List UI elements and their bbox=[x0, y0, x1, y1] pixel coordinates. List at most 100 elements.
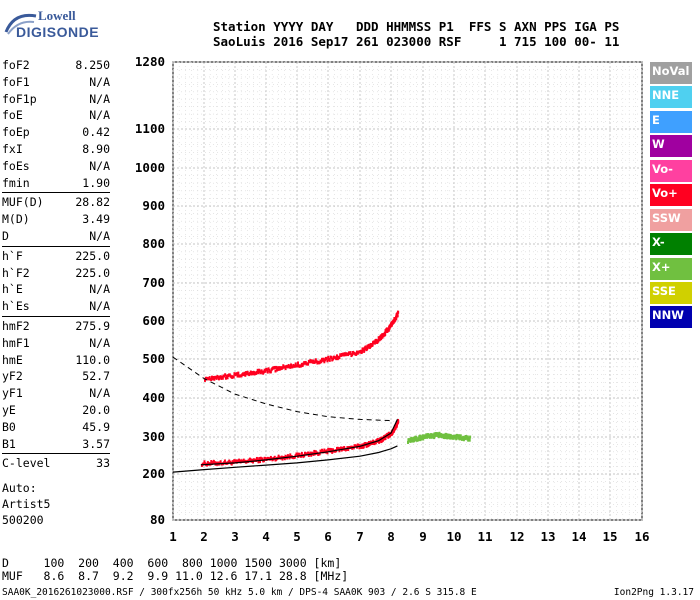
echo-mark bbox=[373, 341, 376, 345]
echo-mark bbox=[258, 457, 261, 461]
param-value: 52.7 bbox=[82, 369, 110, 384]
echo-mark bbox=[422, 437, 425, 441]
param-name: hmE bbox=[2, 352, 23, 367]
scaled-parameters-panel: foF2 8.250 foF1 N/A foF1p N/A foE N/A foEp 0.42 fx… bbox=[2, 57, 110, 472]
echo-mark bbox=[210, 460, 213, 464]
y-tick-label: 1100 bbox=[135, 121, 165, 136]
echo-mark bbox=[347, 448, 350, 452]
echo-mark bbox=[443, 436, 446, 440]
echo-mark bbox=[300, 364, 303, 368]
legend-item-vo-: Vo+ bbox=[650, 184, 692, 207]
param-value: 275.9 bbox=[75, 318, 110, 333]
echo-mark bbox=[284, 367, 287, 371]
param-value: 225.0 bbox=[75, 248, 110, 263]
echo-mark bbox=[407, 440, 409, 444]
param-row: B1 3.57 bbox=[2, 436, 110, 453]
y-tick-label: 80 bbox=[150, 512, 165, 527]
echo-mark bbox=[215, 376, 218, 380]
param-value: N/A bbox=[89, 228, 110, 243]
param-name: foEp bbox=[2, 125, 30, 140]
param-name: B1 bbox=[2, 436, 16, 451]
echo-mark bbox=[256, 368, 259, 372]
legend-item-sse: SSE bbox=[650, 281, 692, 304]
echo-mark bbox=[457, 436, 460, 440]
echo-mark bbox=[369, 442, 372, 446]
echo-mark bbox=[322, 357, 325, 361]
echo-mark bbox=[458, 437, 461, 441]
echo-mark bbox=[264, 369, 267, 373]
echo-mark bbox=[456, 434, 459, 438]
echo-mark bbox=[323, 448, 326, 452]
param-name: hmF2 bbox=[2, 318, 30, 333]
x-tick-label: 8 bbox=[387, 529, 395, 544]
echo-mark bbox=[445, 433, 448, 437]
distance-muf-table: D 100 200 400 600 800 1000 1500 3000 [km… bbox=[2, 557, 348, 583]
legend-item-noval: NoVal bbox=[650, 62, 692, 84]
echo-mark bbox=[245, 372, 248, 376]
param-row: foF1p N/A bbox=[2, 91, 110, 108]
param-value: 8.250 bbox=[75, 58, 110, 72]
dashed-trace-curve bbox=[172, 356, 392, 422]
echo-mark bbox=[276, 366, 279, 370]
echo-mark bbox=[414, 437, 417, 441]
echo-mark bbox=[257, 460, 260, 464]
echo-mark bbox=[438, 431, 441, 435]
legend-item-nne: NNE bbox=[650, 86, 692, 109]
x-tick-label: 13 bbox=[540, 529, 555, 544]
echo-mark bbox=[304, 360, 307, 364]
echo-mark bbox=[267, 367, 270, 371]
software-version: Ion2Png 1.3.17 bbox=[613, 587, 694, 598]
echo-mark bbox=[266, 370, 269, 374]
echo-mark bbox=[349, 351, 352, 355]
echo-mark bbox=[314, 358, 317, 362]
echo-mark bbox=[249, 370, 252, 374]
echo-mark bbox=[469, 435, 472, 439]
echo-mark bbox=[252, 460, 255, 464]
echo-mark bbox=[330, 448, 333, 452]
param-row: hmE 110.0 bbox=[2, 352, 110, 369]
x-tick-label: 11 bbox=[477, 529, 492, 544]
param-row: fmin 1.90 bbox=[2, 175, 110, 192]
param-value: N/A bbox=[89, 335, 110, 350]
param-name: fmin bbox=[2, 175, 30, 190]
echo-mark bbox=[275, 365, 278, 369]
param-value: 28.82 bbox=[75, 195, 110, 210]
echo-mark bbox=[262, 370, 265, 374]
param-separator bbox=[2, 315, 110, 317]
echo-mark bbox=[289, 453, 292, 457]
echo-mark bbox=[338, 449, 341, 453]
echo-mark bbox=[365, 444, 368, 448]
echo-mark bbox=[327, 355, 330, 359]
echo-mark bbox=[449, 436, 452, 440]
echo-mark bbox=[294, 362, 297, 366]
param-separator bbox=[2, 245, 110, 247]
echo-mark bbox=[396, 312, 399, 316]
param-name: D bbox=[2, 228, 9, 243]
header-line-2: SaoLuis 2016 Sep17 261 023000 RSF 1 715 … bbox=[213, 34, 620, 49]
echo-mark bbox=[259, 460, 262, 464]
echo-mark bbox=[206, 461, 209, 465]
y-tick-label: 1280 bbox=[135, 54, 165, 69]
file-info-footer: SAA0K_2016261023000.RSF / 300fx256h 50 k… bbox=[2, 587, 477, 598]
header-line-1: Station YYYY DAY DDD HHMMSS P1 FFS S AXN… bbox=[213, 19, 620, 34]
legend-item-x-: X- bbox=[650, 233, 692, 256]
echo-mark bbox=[355, 352, 358, 356]
echo-mark bbox=[455, 437, 458, 441]
echo-mark bbox=[396, 314, 399, 318]
x-tick-label: 2 bbox=[200, 529, 208, 544]
echo-mark bbox=[387, 328, 390, 332]
echo-mark bbox=[466, 435, 469, 439]
y-tick-label: 500 bbox=[142, 351, 165, 366]
param-row: M(D) 3.49 bbox=[2, 211, 110, 228]
param-name: foE bbox=[2, 108, 23, 123]
param-row: foF2 8.250 bbox=[2, 57, 110, 74]
x-tick-label: 7 bbox=[356, 529, 364, 544]
echo-mark bbox=[217, 377, 220, 381]
param-row: foEp 0.42 bbox=[2, 124, 110, 141]
echo-mark bbox=[384, 437, 387, 441]
echo-mark bbox=[387, 435, 390, 439]
echo-mark bbox=[301, 363, 304, 367]
echo-mark bbox=[320, 360, 323, 364]
echo-mark bbox=[332, 357, 334, 361]
param-value: 3.57 bbox=[82, 436, 110, 451]
